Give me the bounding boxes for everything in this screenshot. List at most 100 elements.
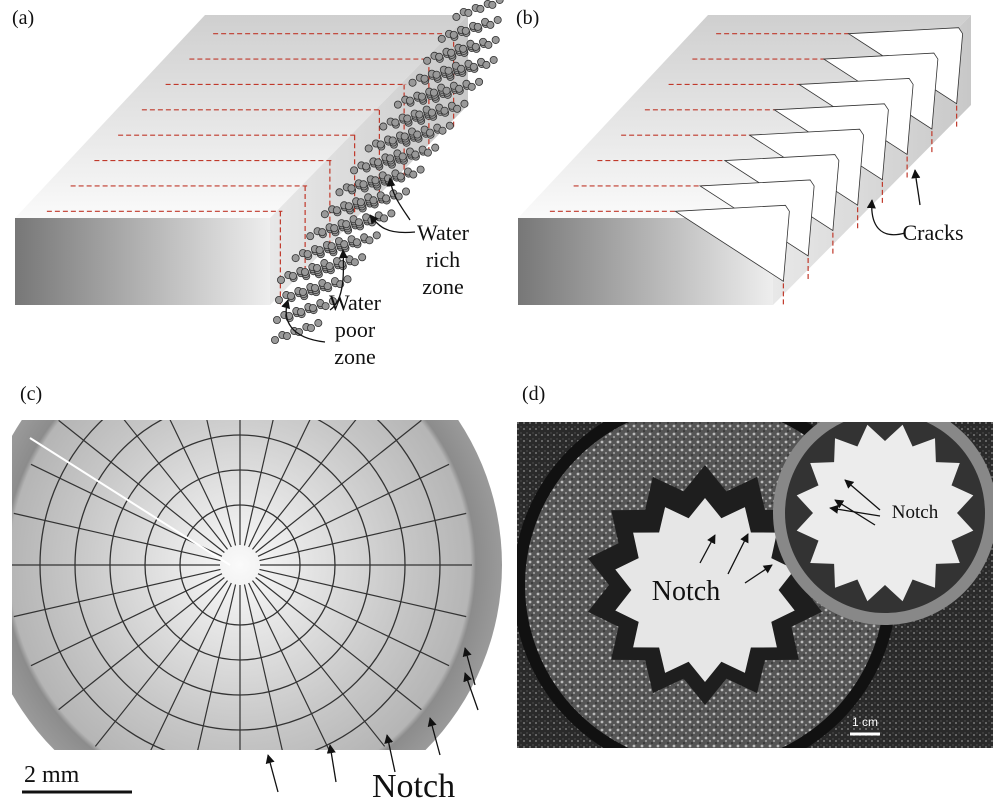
bead xyxy=(351,259,358,266)
bead xyxy=(386,155,393,162)
bead xyxy=(446,122,453,129)
bead xyxy=(462,27,469,34)
bead xyxy=(474,23,481,30)
annotation: zone xyxy=(422,274,464,299)
bead xyxy=(287,292,294,299)
bead xyxy=(309,304,316,311)
bead xyxy=(485,41,492,48)
bead xyxy=(448,49,455,56)
bead xyxy=(487,21,494,28)
bead xyxy=(492,36,499,43)
bead xyxy=(366,237,373,244)
bead xyxy=(343,221,350,228)
bead xyxy=(304,250,311,257)
arrow xyxy=(872,200,905,235)
bead xyxy=(412,151,419,158)
annotation: Notch xyxy=(372,768,455,804)
bead xyxy=(315,319,322,326)
bead xyxy=(392,119,399,126)
bead xyxy=(489,1,496,8)
bead xyxy=(350,167,357,174)
bead xyxy=(370,197,377,204)
panel-b xyxy=(518,15,971,305)
bead xyxy=(311,284,318,291)
bead xyxy=(410,171,417,178)
panel-c xyxy=(0,303,504,804)
annotation: zone xyxy=(334,344,376,369)
bead xyxy=(307,324,314,331)
bead xyxy=(421,75,428,82)
bead xyxy=(289,272,296,279)
annotation: poor xyxy=(335,317,376,342)
bead xyxy=(328,242,335,249)
bead xyxy=(377,141,384,148)
bead xyxy=(345,203,352,210)
bead xyxy=(333,207,340,214)
bead xyxy=(424,149,431,156)
bead xyxy=(313,264,320,271)
bead xyxy=(324,282,331,289)
bead xyxy=(436,53,443,60)
bead xyxy=(299,288,306,295)
scale-bar-label: 2 mm xyxy=(24,762,80,788)
bead xyxy=(432,144,439,151)
bead xyxy=(458,65,465,72)
bead xyxy=(404,115,411,122)
bead xyxy=(374,159,381,166)
bead xyxy=(483,61,490,68)
bead xyxy=(430,89,437,96)
bead xyxy=(326,262,333,269)
bead xyxy=(438,35,445,42)
bead xyxy=(417,166,424,173)
bead xyxy=(454,105,461,112)
bead xyxy=(475,78,482,85)
bead xyxy=(341,241,348,248)
bead xyxy=(336,189,343,196)
annotation: Notch xyxy=(652,576,720,607)
panel-label: (a) xyxy=(12,7,34,29)
bead xyxy=(353,239,360,246)
bead xyxy=(355,219,362,226)
bead xyxy=(292,254,299,261)
panel-d xyxy=(513,393,993,777)
annotation: Water xyxy=(329,290,382,315)
bead xyxy=(397,173,404,180)
bead xyxy=(418,93,425,100)
bead xyxy=(472,43,479,50)
bead xyxy=(372,177,379,184)
bead xyxy=(362,163,369,170)
bead xyxy=(394,101,401,108)
bead xyxy=(414,131,421,138)
panel-label: (d) xyxy=(522,383,545,405)
bead xyxy=(380,123,387,130)
bead xyxy=(453,13,460,20)
bead xyxy=(273,316,280,323)
bead xyxy=(319,229,326,236)
panel-label: (b) xyxy=(516,7,539,29)
bead xyxy=(380,215,387,222)
bead xyxy=(470,63,477,70)
bead xyxy=(339,261,346,268)
bead xyxy=(321,211,328,218)
bead xyxy=(465,9,472,16)
bead xyxy=(450,31,457,38)
bead xyxy=(307,233,314,240)
bead xyxy=(316,246,323,253)
bead xyxy=(416,111,423,118)
annotation: Water xyxy=(417,220,470,245)
bead xyxy=(477,5,484,12)
bead xyxy=(271,336,278,343)
bead xyxy=(373,232,380,239)
annotation: Notch xyxy=(892,502,939,523)
bead xyxy=(496,0,503,4)
bead xyxy=(406,97,413,104)
bead xyxy=(401,133,408,140)
bead xyxy=(357,199,364,206)
bead xyxy=(301,268,308,275)
bead xyxy=(428,109,435,116)
bead xyxy=(426,129,433,136)
bead xyxy=(275,296,282,303)
bead xyxy=(441,107,448,114)
bead xyxy=(494,16,501,23)
bead xyxy=(468,83,475,90)
